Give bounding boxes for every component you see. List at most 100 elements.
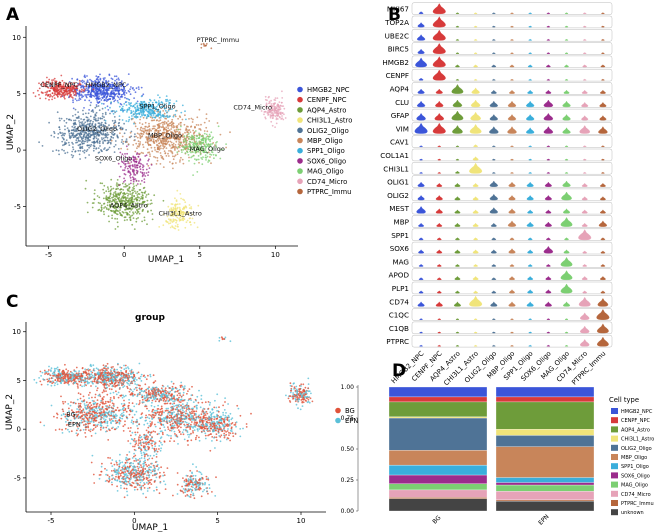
violin-shape (563, 301, 571, 307)
group-point (110, 462, 113, 465)
violin-shape (545, 276, 552, 280)
cluster-point (61, 79, 64, 82)
cluster-point (87, 90, 90, 93)
group-point (90, 380, 93, 383)
cluster-point (81, 88, 83, 91)
cluster-point (110, 77, 113, 80)
cluster-point (196, 171, 199, 173)
gene-label: VIM (396, 124, 409, 133)
cluster-point (85, 95, 88, 98)
violin-shape (492, 12, 496, 14)
cluster-point (119, 151, 122, 154)
cluster-point (144, 125, 147, 128)
cluster-point (154, 149, 157, 151)
cluster-point (186, 125, 188, 128)
group-point (106, 386, 108, 389)
violin-shape (417, 301, 425, 307)
cluster-point (141, 210, 144, 213)
gene-label: C1QB (389, 324, 409, 333)
cluster-point (172, 145, 175, 148)
cluster-point (135, 115, 137, 117)
cluster-point (107, 80, 110, 83)
cluster-point (185, 128, 188, 131)
cluster-point (70, 132, 73, 135)
cluster-point (98, 95, 100, 98)
cluster-point (105, 195, 108, 198)
cluster-point (183, 146, 186, 149)
cluster-point (49, 93, 52, 96)
cluster-point (174, 225, 177, 227)
cluster-point (133, 89, 136, 91)
group-point (94, 377, 97, 380)
cluster-point (65, 121, 68, 124)
violin-shape (491, 277, 497, 280)
cluster-point (195, 140, 198, 143)
group-point (126, 490, 128, 493)
y-tick-label: 5 (17, 90, 21, 98)
cluster-point (126, 219, 128, 221)
cluster-point (178, 203, 181, 205)
cluster-point (152, 116, 154, 119)
group-point (146, 458, 149, 461)
cluster-point (57, 133, 60, 135)
violin-shape (526, 181, 534, 187)
cluster-point (181, 151, 183, 154)
cluster-point (138, 133, 141, 136)
violin-shape (583, 78, 587, 81)
cluster-point (131, 87, 134, 90)
violin-shape (437, 344, 441, 347)
cluster-point (166, 114, 169, 117)
cluster-point (132, 187, 134, 189)
cluster-point (134, 211, 137, 214)
violin-shape (583, 38, 587, 41)
cluster-point (146, 211, 149, 213)
cluster-point (127, 188, 130, 190)
group-point (132, 462, 135, 465)
group-point (70, 378, 72, 381)
cluster-point (74, 108, 77, 111)
cluster-point (78, 95, 80, 97)
cluster-point (116, 218, 119, 220)
cluster-point (74, 150, 77, 153)
cluster-point (142, 116, 145, 119)
group-point (40, 375, 42, 377)
violin-shape (473, 331, 478, 334)
cluster-point (90, 101, 92, 104)
group-point (122, 376, 124, 379)
cluster-point (190, 206, 193, 208)
cluster-point (103, 99, 106, 102)
violin-shape (455, 170, 460, 174)
group-point (136, 372, 139, 375)
violin-shape (419, 331, 423, 334)
violin-shape (418, 222, 424, 227)
cluster-point (142, 168, 145, 171)
cluster-point (74, 126, 76, 128)
violin-shape (492, 38, 496, 41)
cluster-point (188, 217, 191, 220)
cluster-point (127, 101, 130, 104)
cluster-point (78, 82, 81, 84)
cluster-point (97, 209, 100, 212)
group-point (54, 379, 57, 381)
cluster-point (211, 137, 214, 140)
cluster-point (141, 164, 144, 166)
cluster-point (137, 140, 140, 143)
group-point (85, 384, 87, 387)
cluster-point (127, 108, 129, 111)
cluster-point (172, 220, 175, 223)
cluster-point (82, 109, 84, 112)
group-point (136, 482, 139, 485)
group-point (140, 488, 143, 491)
cluster-point (40, 83, 42, 86)
cluster-point (145, 136, 148, 139)
cluster-point (155, 139, 158, 142)
cluster-point (102, 137, 105, 140)
cluster-point (109, 112, 111, 115)
cluster-point (184, 131, 186, 134)
cluster-point (203, 137, 205, 140)
legend-swatch (297, 127, 303, 134)
cluster-point (176, 225, 179, 228)
legend-swatch (297, 168, 303, 174)
violin-shape (544, 181, 552, 187)
